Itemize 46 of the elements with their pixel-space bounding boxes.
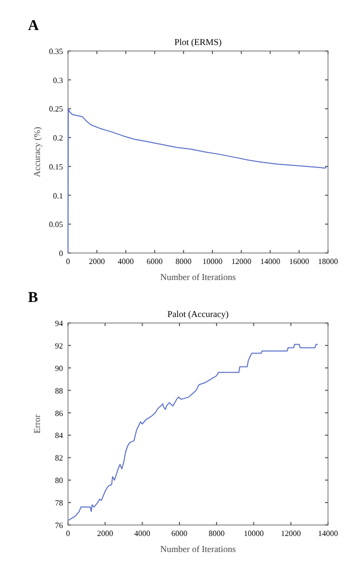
- x-tick-label: 14000: [318, 529, 338, 538]
- y-tick-label: 0.35: [49, 47, 63, 56]
- y-tick-label: 0.25: [49, 104, 63, 114]
- x-tick-label: 12000: [231, 257, 252, 266]
- x-tick-label: 4000: [134, 529, 150, 538]
- x-tick-label: 10000: [244, 529, 264, 538]
- x-tick-label: 6000: [146, 257, 163, 266]
- y-tick-label: 0.2: [53, 134, 63, 143]
- x-tick-label: 12000: [280, 529, 301, 538]
- text: A: [28, 18, 39, 34]
- x-tick-label: 8000: [176, 257, 192, 266]
- y-tick-label: 0.15: [49, 162, 63, 172]
- y-axis-title: Accuracy (%): [32, 126, 42, 178]
- x-tick-label: 18000: [318, 257, 338, 266]
- x-tick-label: 0: [66, 529, 70, 538]
- x-tick-label: 10000: [202, 257, 222, 266]
- line-series: [68, 108, 328, 254]
- y-tick-label: 94: [55, 319, 63, 328]
- y-tick-label: 0: [59, 249, 63, 258]
- text: B: [28, 290, 38, 306]
- y-tick-label: 86: [55, 408, 63, 418]
- y-tick-label: 84: [55, 431, 63, 440]
- x-tick-label: 16000: [289, 257, 310, 266]
- y-axis-title: Error: [32, 414, 42, 434]
- x-tick-label: 0: [66, 257, 70, 266]
- line-series: [68, 344, 318, 522]
- y-tick-label: 80: [55, 476, 63, 486]
- x-axis-title: Number of Iterations: [160, 544, 236, 554]
- x-axis-title: Number of Iterations: [160, 272, 236, 282]
- y-tick-label: 88: [55, 386, 63, 396]
- x-tick-label: 6000: [171, 529, 188, 538]
- x-tick-label: 2000: [88, 257, 105, 266]
- y-tick-label: 0.3: [53, 76, 63, 85]
- y-tick-label: 92: [55, 341, 63, 350]
- y-tick-label: 78: [55, 498, 63, 508]
- chart-title: Plot (ERMS): [174, 37, 222, 47]
- x-tick-label: 2000: [97, 529, 114, 538]
- y-tick-label: 0.05: [49, 220, 63, 230]
- y-tick-label: 76: [55, 521, 63, 530]
- chart-title: Palot (Accuracy): [167, 309, 229, 319]
- x-tick-label: 14000: [260, 257, 280, 266]
- x-tick-label: 4000: [118, 257, 134, 266]
- x-tick-label: 8000: [208, 529, 225, 538]
- y-tick-label: 0.1: [53, 191, 63, 200]
- y-tick-label: 82: [55, 454, 63, 463]
- y-tick-label: 90: [55, 364, 63, 373]
